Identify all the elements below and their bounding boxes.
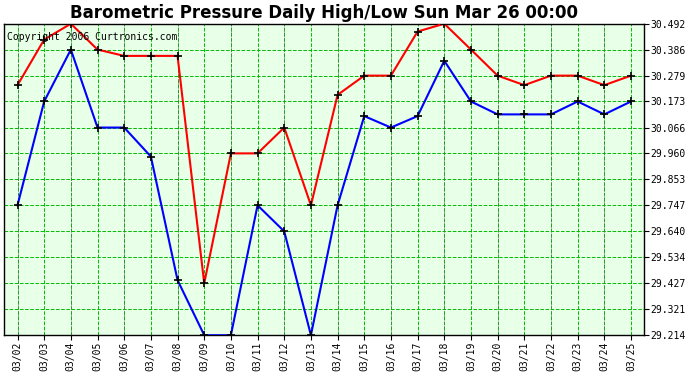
Text: Copyright 2006 Curtronics.com: Copyright 2006 Curtronics.com [8,32,178,42]
Title: Barometric Pressure Daily High/Low Sun Mar 26 00:00: Barometric Pressure Daily High/Low Sun M… [70,4,578,22]
